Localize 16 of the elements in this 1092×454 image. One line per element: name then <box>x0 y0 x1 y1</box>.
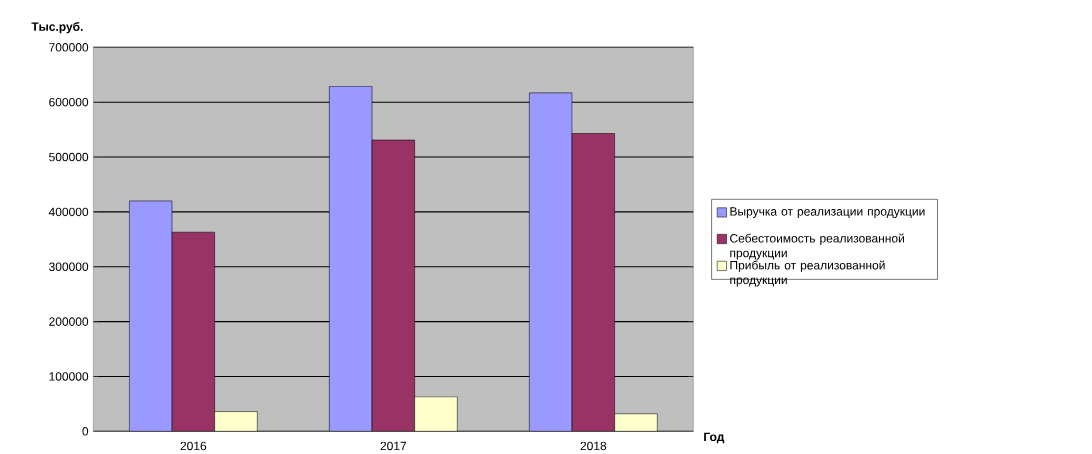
y-tick-label: 300000 <box>49 262 89 272</box>
y-tick-label: 100000 <box>49 372 89 381</box>
y-axis-title: Тыс.руб. <box>31 21 83 34</box>
y-tick-label: 500000 <box>49 152 89 162</box>
x-tick-label: 2016 <box>180 441 207 451</box>
y-tick-label: 600000 <box>49 97 89 107</box>
legend-label: Прибыль от реализованной продукции <box>730 260 885 287</box>
x-tick-label: 2017 <box>380 441 407 451</box>
legend-label: Выручка от реализации продукции <box>730 207 925 219</box>
legend-label: Себестоимость реализованной продукции <box>730 233 904 260</box>
x-axis-title: Год <box>704 432 725 444</box>
y-tick-label: 0 <box>82 427 89 436</box>
y-tick-label: 400000 <box>48 207 89 217</box>
x-tick-label: 2018 <box>580 441 607 451</box>
y-tick-label: 700000 <box>49 43 89 52</box>
y-tick-label: 200000 <box>49 317 89 326</box>
